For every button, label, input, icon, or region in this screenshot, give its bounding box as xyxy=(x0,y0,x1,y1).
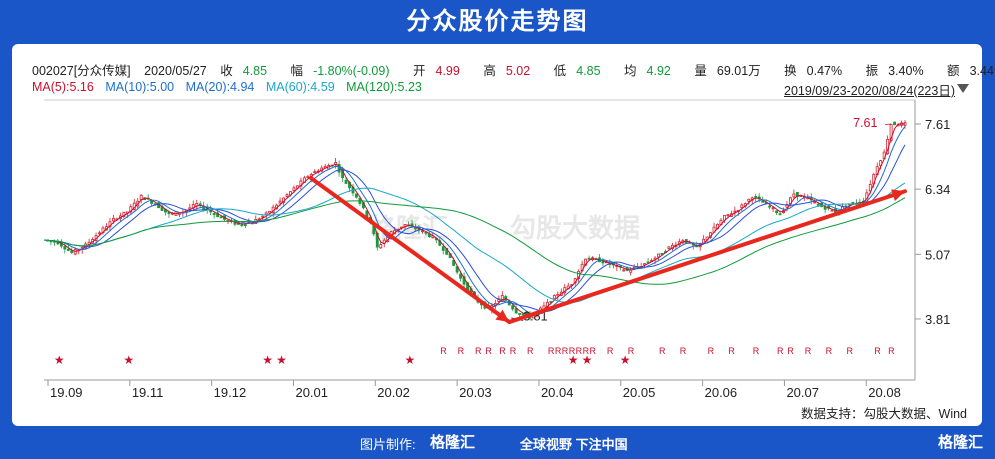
change-value: -1.80%(-0.09) xyxy=(313,64,390,78)
footer-slogan: 全球视野 下注中国 xyxy=(520,437,628,452)
amount-value: 3.44亿 xyxy=(969,64,995,78)
open-label: 开 xyxy=(412,64,426,78)
turnover-label: 换 xyxy=(784,64,797,78)
ma60-label: MA(60):4.59 xyxy=(265,80,335,94)
avg-value: 4.92 xyxy=(646,64,671,78)
data-source: 数据支持：勾股大数据、Wind xyxy=(801,407,967,421)
footer: 图片制作: 格隆汇 全球视野 下注中国 格隆汇 xyxy=(0,426,995,459)
watermark-1: 格隆汇 xyxy=(370,213,449,243)
footer-brand-logo-right: 格隆汇 xyxy=(937,434,983,451)
amount-label: 额 xyxy=(947,64,960,78)
turnover-value: 0.47% xyxy=(806,64,843,78)
change-label: 幅 xyxy=(290,64,304,78)
ma-legend: MA(5):5.16 MA(10):5.00 MA(20):4.94 MA(60… xyxy=(32,80,430,94)
ma20-label: MA(20):4.94 xyxy=(185,80,255,94)
footer-credit: 图片制作: xyxy=(360,437,416,452)
close-label: 收 xyxy=(220,64,233,78)
open-value: 4.99 xyxy=(435,64,460,78)
low-label: 低 xyxy=(553,64,567,78)
ma5-label: MA(5):5.16 xyxy=(32,80,94,94)
quote-bar: 002027[分众传媒] 2020/05/27 收 4.85 幅 -1.80%(-0… xyxy=(32,60,995,79)
high-label: 高 xyxy=(483,64,496,78)
low-value: 4.85 xyxy=(576,64,601,78)
watermark-2: 勾股大数据 xyxy=(510,213,641,243)
ma10-label: MA(10):5.00 xyxy=(105,80,175,94)
amplitude-label: 振 xyxy=(865,64,879,78)
close-value: 4.85 xyxy=(242,64,268,78)
volume-label: 量 xyxy=(694,64,707,78)
volume-value: 69.01万 xyxy=(716,64,761,78)
chart-panel xyxy=(12,44,982,426)
ma120-label: MA(120):5.23 xyxy=(346,80,422,94)
high-value: 5.02 xyxy=(505,64,531,78)
page-title: 分众股价走势图 xyxy=(406,8,589,35)
stock-code: 002027[分众传媒] xyxy=(32,64,131,78)
quote-date: 2020/05/27 xyxy=(144,64,207,78)
avg-label: 均 xyxy=(624,64,637,78)
date-range[interactable]: 2019/09/23-2020/08/24(223日) xyxy=(784,84,955,98)
footer-brand-logo: 格隆汇 xyxy=(430,434,476,451)
amplitude-value: 3.40% xyxy=(888,64,924,78)
dropdown-triangle-icon[interactable] xyxy=(957,84,969,93)
